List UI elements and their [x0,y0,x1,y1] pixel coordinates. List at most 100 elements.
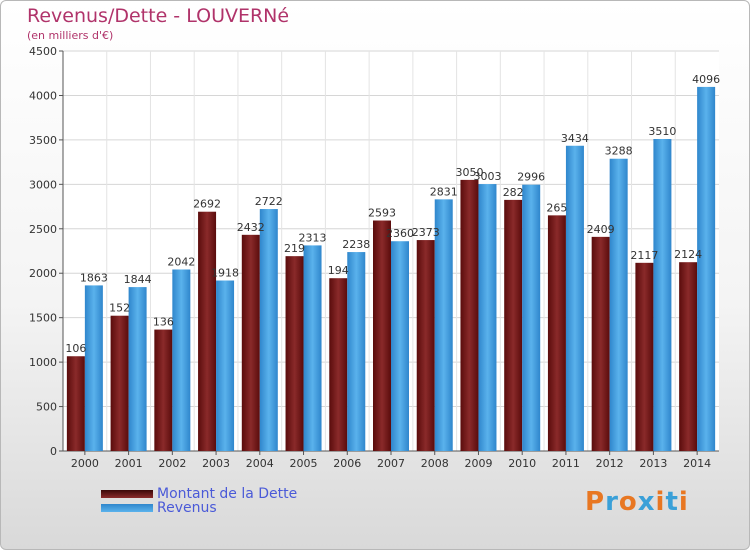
data-label-debt: 2409 [587,223,615,236]
data-label-debt: 2124 [674,248,702,261]
logo-letter: t [665,487,679,517]
bar-debt [285,256,304,451]
y-tick-label: 3000 [29,178,57,191]
data-label-revenue: 1918 [211,267,239,280]
x-tick-label: 2001 [115,457,143,470]
bar-debt [679,262,698,451]
bar-debt [198,211,217,451]
bar-revenue [565,145,584,451]
data-label-revenue: 2238 [342,238,370,251]
bar-debt [460,179,479,451]
labels-layer: 106 1863 2000 152 1844 2001 136 2042 2002 2692 191… [65,73,720,470]
x-tick-label: 2004 [246,457,274,470]
y-tick-label: 4500 [29,45,57,58]
logo-letter: x [637,487,656,517]
bar-debt [373,220,391,451]
logo-letter: P [585,487,606,517]
logo-letter: r [605,487,619,517]
proxiti-logo: Proxiti [585,487,689,517]
bars-layer [66,86,716,452]
y-tick-label: 0 [50,445,57,458]
data-label-debt: 2117 [630,249,658,262]
data-label-debt: 2432 [237,221,265,234]
data-label-revenue: 2722 [255,195,283,208]
data-label-debt: 152 [109,302,130,315]
x-tick-label: 2014 [683,457,711,470]
x-tick-label: 2005 [290,457,318,470]
logo-letter: i [655,487,666,517]
data-label-debt: 2692 [193,198,221,211]
x-tick-label: 2009 [464,457,492,470]
legend-item-revenue: Revenus [101,500,297,516]
x-tick-label: 2008 [421,457,449,470]
legend-swatch-debt [101,490,153,498]
y-tick-label: 500 [36,401,57,414]
bar-debt [329,278,348,451]
bar-debt [635,262,654,451]
bar-debt [154,329,173,451]
data-label-debt: 136 [153,316,174,329]
legend: Montant de la Dette Revenus [101,486,298,516]
data-label-debt: 194 [328,264,349,277]
x-tick-label: 2010 [508,457,536,470]
data-label-revenue: 3510 [648,125,676,138]
logo-letter: o [618,487,638,517]
bar-debt [110,315,129,451]
bar-revenue [434,199,453,451]
bar-revenue [609,158,628,451]
bar-revenue [303,245,322,451]
x-tick-label: 2000 [71,457,99,470]
bar-revenue [478,184,497,452]
x-tick-label: 2002 [158,457,186,470]
data-label-revenue: 2042 [167,255,195,268]
x-tick-label: 2003 [202,457,230,470]
bar-revenue [259,209,278,451]
y-tick-label: 3500 [29,134,57,147]
data-label-revenue: 2313 [299,231,327,244]
bar-debt [591,236,610,451]
y-tick-label: 2500 [29,223,57,236]
y-tick-label: 1000 [29,356,57,369]
logo-letter: i [678,487,689,517]
x-tick-label: 2011 [552,457,580,470]
x-tick-label: 2012 [596,457,624,470]
legend-label-debt: Montant de la Dette [157,486,298,502]
y-tick-label: 2000 [29,267,57,280]
data-label-debt: 282 [503,186,524,199]
bar-revenue [216,280,235,451]
data-label-debt: 3050 [455,166,483,179]
x-tick-label: 2007 [377,457,405,470]
data-label-revenue: 4096 [692,73,720,86]
legend-item-debt: Montant de la Dette [101,486,298,502]
bar-revenue [128,287,147,451]
chart-subtitle: (en milliers d'€) [27,29,114,42]
bar-debt [547,215,566,451]
chart-title: Revenus/Dette - LOUVERNé [27,5,290,27]
legend-label-revenue: Revenus [157,500,217,516]
x-tick-label: 2006 [333,457,361,470]
bar-revenue [347,252,366,451]
data-label-revenue: 1863 [80,271,108,284]
data-label-revenue: 1844 [124,273,152,286]
bar-chart: 0 500 1000 1500 2000 2500 3000 3500 4000 4500 106… [29,45,720,470]
bar-debt [241,234,260,451]
bar-revenue [172,269,191,451]
data-label-revenue: 3288 [605,145,633,158]
data-label-revenue: 3003 [473,170,501,183]
data-label-revenue: 2360 [386,227,414,240]
data-label-debt: 2593 [368,207,396,220]
y-tick-label: 4000 [29,89,57,102]
bar-revenue [522,184,541,451]
legend-swatch-revenue [101,504,153,512]
bar-revenue [697,86,716,452]
x-tick-label: 2013 [639,457,667,470]
y-tick-label: 1500 [29,312,57,325]
data-label-debt: 219 [284,242,305,255]
bar-debt [504,199,523,451]
bar-debt [66,356,85,451]
data-label-debt: 2373 [412,226,440,239]
bar-debt [416,240,435,451]
bar-revenue [84,285,103,451]
bar-revenue [653,139,672,451]
